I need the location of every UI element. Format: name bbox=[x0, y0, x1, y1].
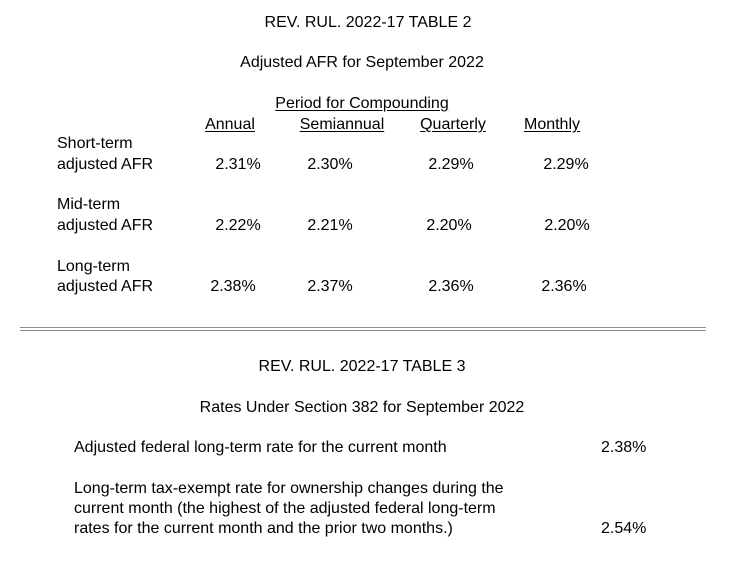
cell-short-term-monthly: 2.29% bbox=[543, 156, 589, 173]
table2-title: REV. RUL. 2022-17 TABLE 2 bbox=[264, 14, 472, 31]
table2-subtitle: Adjusted AFR for September 2022 bbox=[240, 54, 484, 71]
cell-mid-term-monthly: 2.20% bbox=[544, 217, 590, 234]
item-tax-exempt-rate-label-line2: current month (the highest of the adjust… bbox=[74, 500, 496, 517]
row-label-mid-term-line2: adjusted AFR bbox=[57, 217, 154, 234]
column-header-monthly: Monthly bbox=[523, 116, 581, 133]
section-divider-top bbox=[20, 327, 706, 328]
cell-long-term-monthly: 2.36% bbox=[541, 278, 587, 295]
table3-title: REV. RUL. 2022-17 TABLE 3 bbox=[258, 358, 466, 375]
cell-long-term-annual: 2.38% bbox=[210, 278, 256, 295]
item-tax-exempt-rate-label-line1: Long-term tax-exempt rate for ownership … bbox=[74, 480, 504, 497]
row-label-short-term-line2: adjusted AFR bbox=[57, 156, 154, 173]
column-header-quarterly: Quarterly bbox=[420, 116, 486, 133]
item-adjusted-federal-long-term-rate-value: 2.38% bbox=[601, 439, 647, 456]
cell-mid-term-annual: 2.22% bbox=[215, 217, 261, 234]
cell-short-term-annual: 2.31% bbox=[215, 156, 261, 173]
item-tax-exempt-rate-label-line3: rates for the current month and the prio… bbox=[74, 520, 453, 537]
cell-long-term-semiannual: 2.37% bbox=[307, 278, 353, 295]
row-label-mid-term-line1: Mid-term bbox=[57, 196, 121, 213]
cell-mid-term-quarterly: 2.20% bbox=[426, 217, 472, 234]
item-adjusted-federal-long-term-rate-label: Adjusted federal long-term rate for the … bbox=[74, 439, 447, 456]
cell-mid-term-semiannual: 2.21% bbox=[307, 217, 353, 234]
cell-short-term-quarterly: 2.29% bbox=[428, 156, 474, 173]
row-label-short-term-line1: Short-term bbox=[57, 135, 133, 152]
table3-subtitle: Rates Under Section 382 for September 20… bbox=[199, 399, 525, 416]
cell-short-term-semiannual: 2.30% bbox=[307, 156, 353, 173]
item-tax-exempt-rate-value: 2.54% bbox=[601, 520, 647, 537]
cell-long-term-quarterly: 2.36% bbox=[428, 278, 474, 295]
column-header-semiannual: Semiannual bbox=[299, 116, 385, 133]
column-header-annual: Annual bbox=[205, 116, 255, 133]
period-for-compounding-header: Period for Compounding bbox=[275, 95, 449, 112]
section-divider-bottom bbox=[20, 330, 706, 331]
row-label-long-term-line2: adjusted AFR bbox=[57, 278, 154, 295]
row-label-long-term-line1: Long-term bbox=[57, 258, 130, 275]
